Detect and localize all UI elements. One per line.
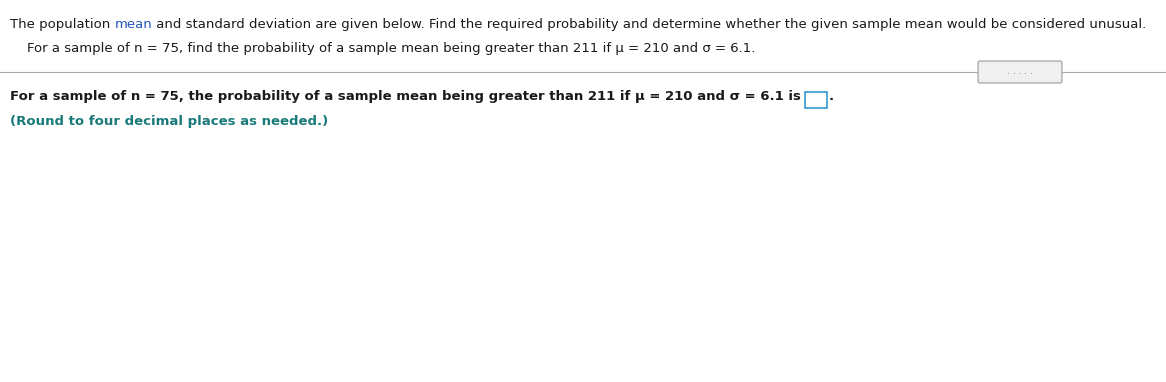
FancyBboxPatch shape: [805, 92, 827, 108]
Text: The population: The population: [10, 18, 114, 31]
Text: For a sample of n = 75, the probability of a sample mean being greater than 211 : For a sample of n = 75, the probability …: [10, 90, 801, 103]
Text: (Round to four decimal places as needed.): (Round to four decimal places as needed.…: [10, 115, 329, 128]
FancyBboxPatch shape: [978, 61, 1062, 83]
Text: mean: mean: [114, 18, 153, 31]
Text: and standard deviation are given below. Find the required probability and determ: and standard deviation are given below. …: [153, 18, 1146, 31]
Text: .: .: [829, 90, 834, 103]
Text: For a sample of n = 75, find the probability of a sample mean being greater than: For a sample of n = 75, find the probabi…: [10, 42, 756, 55]
Text: . . . . .: . . . . .: [1007, 68, 1033, 76]
